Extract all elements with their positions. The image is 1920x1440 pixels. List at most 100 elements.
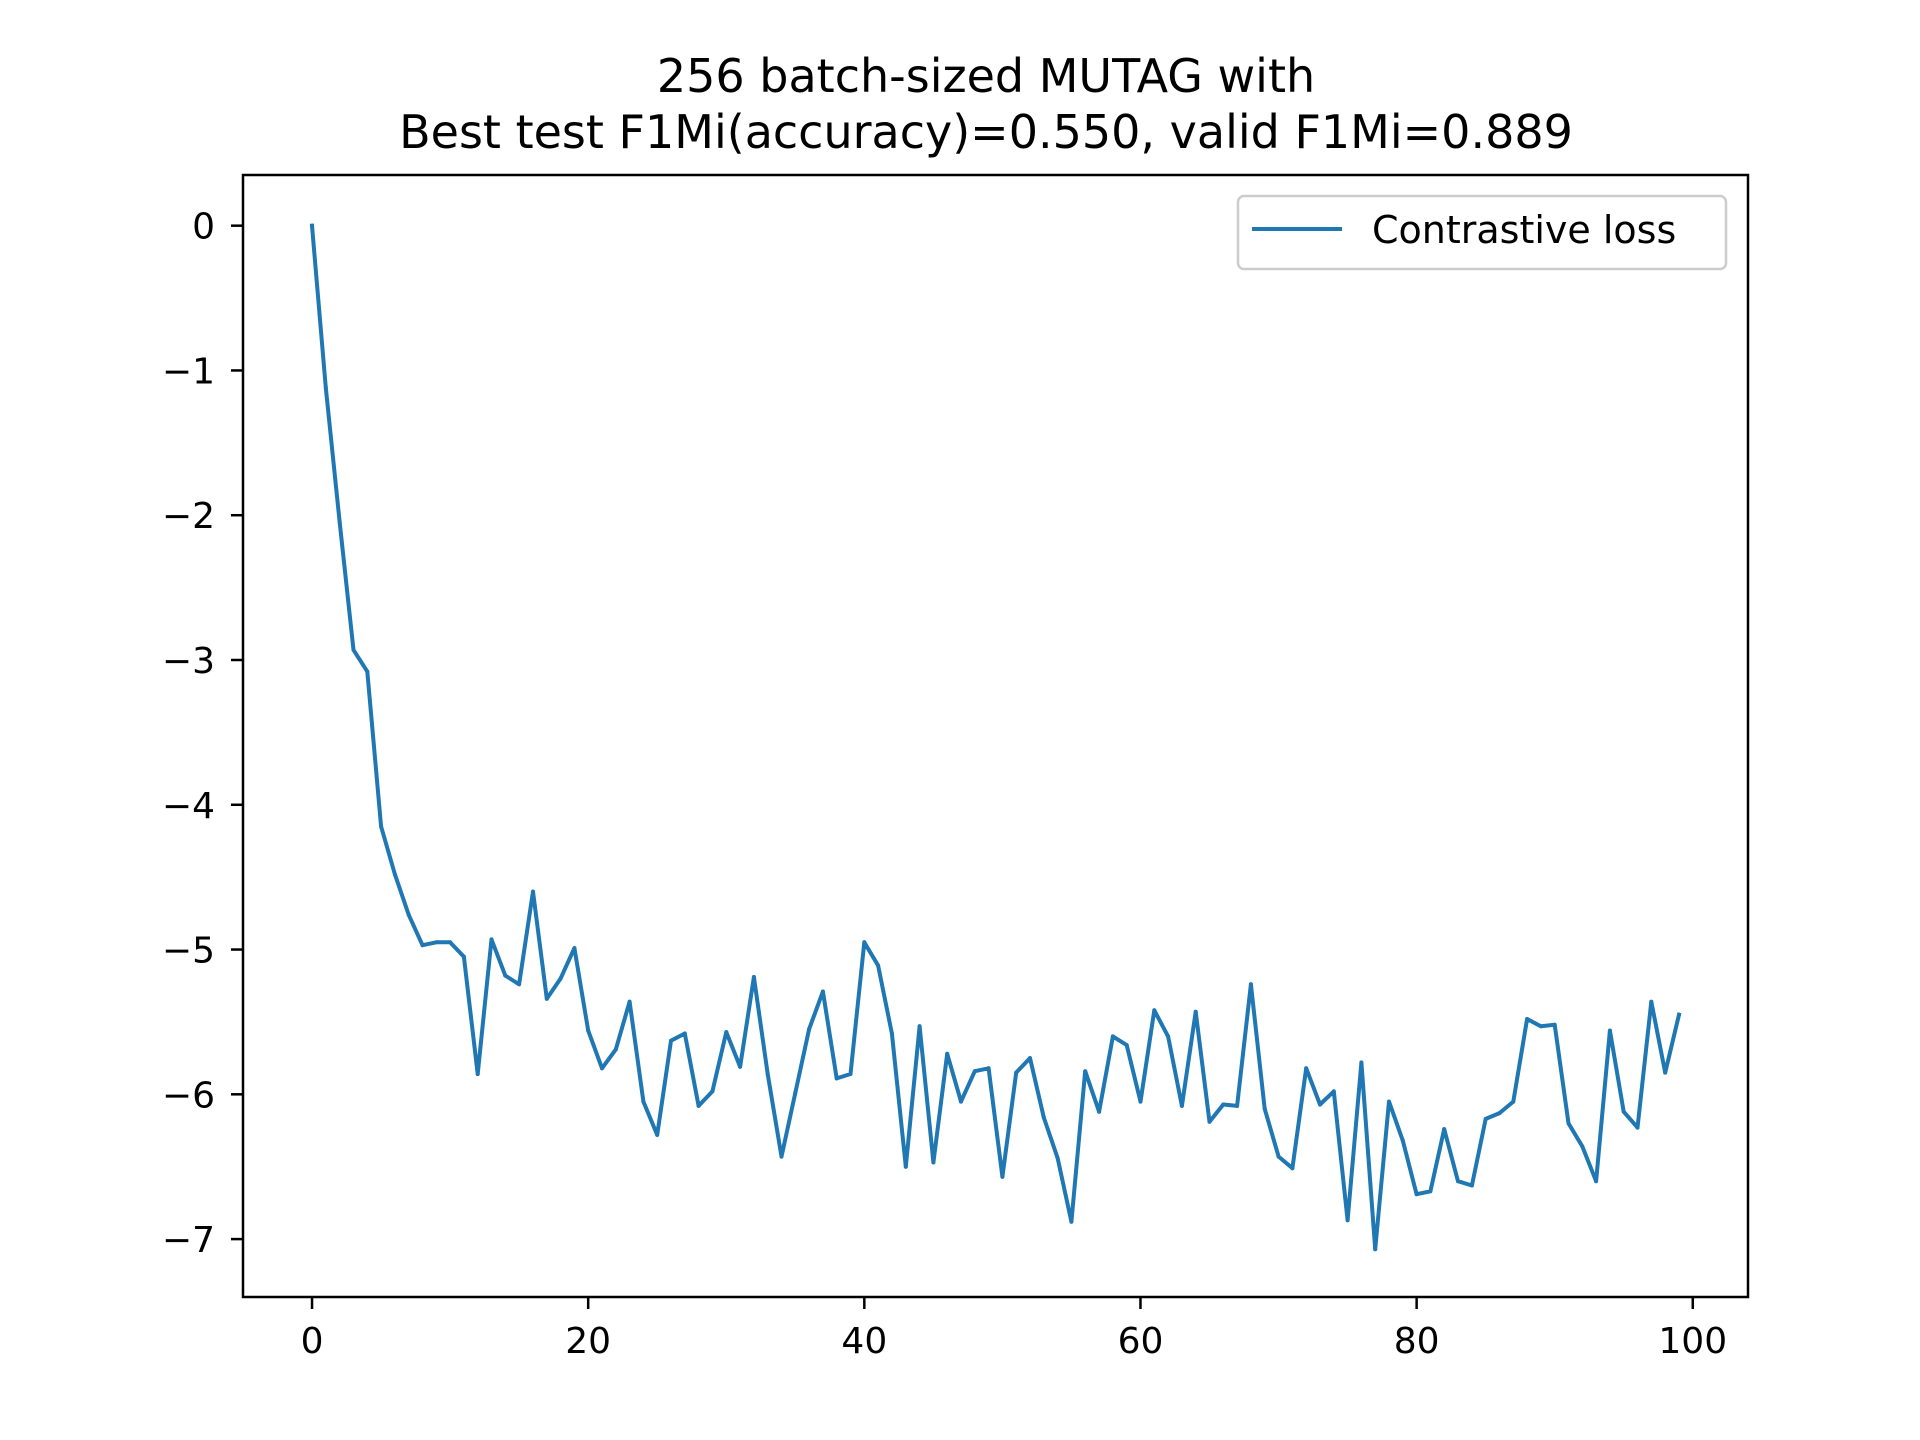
x-tick-label: 60 (1118, 1321, 1164, 1362)
data-point (972, 1069, 977, 1074)
data-point (1538, 1024, 1543, 1029)
data-point (1594, 1179, 1599, 1184)
data-point (1387, 1099, 1391, 1104)
chart-title-line-1: 256 batch-sized MUTAG with (657, 49, 1315, 103)
data-point (669, 1038, 673, 1043)
data-point (517, 982, 522, 987)
data-point (931, 1160, 936, 1165)
data-point (917, 1024, 922, 1029)
legend-label-contrastive-loss: Contrastive loss (1372, 208, 1676, 252)
data-point (600, 1066, 604, 1071)
data-point (1055, 1156, 1060, 1160)
data-point (1456, 1179, 1460, 1184)
y-tick-label: −5 (162, 931, 215, 972)
data-point (365, 669, 370, 674)
data-point (1580, 1144, 1585, 1149)
y-tick-label: −1 (162, 351, 215, 392)
data-point (1235, 1103, 1240, 1108)
data-point (475, 1072, 480, 1076)
data-point (323, 385, 328, 390)
data-point (1166, 1034, 1171, 1039)
data-point (1304, 1066, 1309, 1071)
x-tick-label: 0 (301, 1321, 324, 1362)
data-point (724, 1030, 729, 1035)
data-point (1345, 1218, 1350, 1223)
data-point (738, 1064, 743, 1069)
data-point (1138, 1099, 1143, 1104)
data-point (503, 973, 508, 978)
data-point (310, 223, 314, 228)
x-axis-ticks: 0 20 40 60 80 100 (301, 1297, 1727, 1362)
y-tick-label: −2 (162, 496, 215, 537)
y-tick-label: −6 (162, 1075, 215, 1116)
data-point (1179, 1103, 1184, 1108)
y-tick-label: 0 (192, 207, 215, 248)
data-point (1677, 1012, 1681, 1017)
x-tick-label: 100 (1658, 1321, 1727, 1362)
data-point (406, 912, 411, 917)
data-point (379, 824, 384, 829)
data-point (1152, 1008, 1157, 1013)
data-point (1000, 1174, 1005, 1179)
data-point (1442, 1127, 1447, 1132)
x-tick-label: 40 (841, 1321, 887, 1362)
data-point (1193, 1009, 1198, 1014)
chart-title-line-2: Best test F1Mi(accuracy)=0.550, valid F1… (399, 105, 1573, 159)
data-point (1028, 1056, 1032, 1061)
x-tick-label: 80 (1394, 1321, 1440, 1362)
data-point (1221, 1102, 1226, 1107)
data-point (1649, 999, 1654, 1004)
data-point (1400, 1138, 1405, 1143)
data-point (1483, 1116, 1488, 1121)
data-point (1566, 1121, 1571, 1126)
legend-box (1236, 194, 1728, 271)
data-point (986, 1066, 991, 1071)
data-point (1373, 1247, 1378, 1252)
data-point (1290, 1166, 1295, 1171)
data-point (1469, 1183, 1474, 1188)
x-tick-label: 20 (565, 1321, 611, 1362)
data-point (489, 937, 494, 942)
data-point (1621, 1109, 1626, 1114)
data-point (793, 1090, 798, 1095)
data-point (779, 1154, 784, 1159)
data-point (765, 1072, 770, 1076)
data-point (1110, 1034, 1115, 1039)
data-point (820, 989, 825, 994)
data-point (448, 940, 453, 945)
data-point (682, 1031, 687, 1036)
data-point (1069, 1219, 1074, 1224)
data-point (903, 1164, 908, 1169)
data-point (420, 943, 425, 948)
data-point (751, 975, 756, 979)
data-point (544, 996, 549, 1001)
data-point (862, 940, 867, 945)
data-point (848, 1072, 853, 1076)
data-point (1525, 1017, 1530, 1021)
plot-frame (241, 173, 1750, 1299)
data-point (889, 1031, 894, 1036)
data-point (558, 976, 563, 981)
data-point (586, 1028, 591, 1033)
data-point (1635, 1125, 1640, 1130)
data-point (392, 872, 397, 877)
contrastive-loss-line (309, 223, 1682, 1252)
data-point (1359, 1060, 1364, 1065)
y-tick-label: −7 (162, 1220, 215, 1261)
data-point (627, 999, 632, 1004)
data-point (1041, 1115, 1046, 1120)
y-axis-ticks: 0 −1 −2 −3 −4 −5 −6 −7 (162, 207, 243, 1261)
data-point (1248, 982, 1253, 987)
data-point (1511, 1099, 1516, 1104)
y-tick-label: −4 (162, 786, 215, 827)
data-point (531, 889, 535, 894)
data-point (337, 520, 342, 525)
y-tick-label: −3 (162, 641, 215, 682)
data-point (1097, 1109, 1102, 1114)
data-point (834, 1076, 839, 1081)
data-point (613, 1047, 618, 1052)
data-point (641, 1099, 646, 1104)
data-point (1663, 1070, 1668, 1075)
data-point (1428, 1189, 1433, 1194)
